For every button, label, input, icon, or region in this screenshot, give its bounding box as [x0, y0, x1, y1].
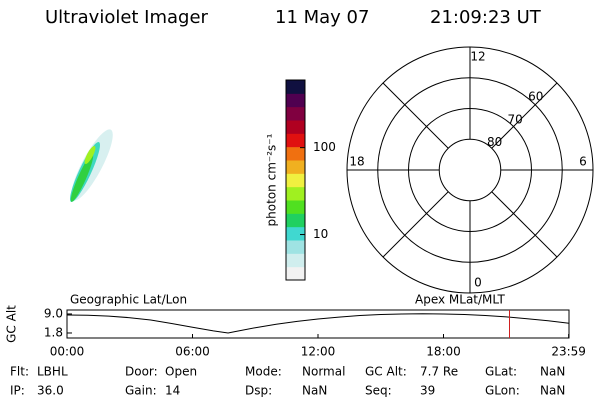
- spoke: [491, 82, 558, 149]
- colorbar-band: [286, 266, 305, 281]
- info-label: Mode:: [245, 365, 282, 379]
- colorbar-band: [286, 146, 305, 161]
- x-tick-label: 23:59: [551, 345, 586, 359]
- x-tick-label: 00:00: [50, 345, 85, 359]
- info-label: Gain:: [125, 384, 157, 398]
- mlt-label: 6: [579, 155, 587, 169]
- info-value: 36.0: [37, 384, 64, 398]
- colorbar-band: [286, 226, 305, 241]
- colorbar-tick-label: 10: [313, 227, 328, 241]
- x-tick-label: 12:00: [301, 345, 336, 359]
- date: 11 May 07: [275, 7, 369, 28]
- colorbar-band: [286, 106, 305, 121]
- lat-label: 80: [487, 135, 502, 149]
- lat-label: 70: [508, 112, 523, 126]
- info-label: Seq:: [365, 384, 392, 398]
- info-value: Normal: [302, 365, 345, 379]
- colorbar-band: [286, 133, 305, 148]
- colorbar-frame: [285, 79, 306, 281]
- colorbar-band: [286, 213, 305, 228]
- x-tick-label: 18:00: [426, 345, 461, 359]
- x-tick-label: 06:00: [175, 345, 210, 359]
- info-label: Dsp:: [245, 384, 272, 398]
- colorbar-band: [286, 120, 305, 134]
- colorbar-band: [286, 160, 305, 174]
- left-label: Geographic Lat/Lon: [70, 293, 187, 307]
- info-value: 39: [420, 384, 435, 398]
- info-value: 14: [165, 384, 180, 398]
- aurora-image: [70, 129, 113, 203]
- info-label: GC Alt:: [365, 365, 407, 379]
- time: 21:09:23 UT: [430, 7, 542, 28]
- y-tick-label: 9.0: [44, 306, 63, 320]
- colorbar-label: photon cm⁻²s⁻¹: [265, 133, 279, 226]
- info-label: Flt:: [10, 365, 29, 379]
- info-label: Door:: [125, 365, 158, 379]
- spoke: [382, 191, 449, 258]
- spoke: [491, 191, 558, 258]
- colorbar-band: [286, 200, 305, 214]
- colorbar-band: [286, 253, 305, 268]
- mlt-label: 18: [349, 155, 364, 169]
- info-label: GLat:: [485, 365, 517, 379]
- colorbar-band: [286, 93, 305, 108]
- colorbar-band: [286, 240, 305, 254]
- colorbar-tick-label: 100: [313, 140, 336, 154]
- info-value: Open: [165, 365, 197, 379]
- right-label: Apex MLat/MLT: [415, 293, 505, 307]
- info-value: NaN: [540, 384, 565, 398]
- alt-curve: [66, 313, 570, 334]
- mlt-label: 0: [474, 276, 482, 290]
- spoke: [382, 82, 449, 149]
- y-axis-label: GC Alt: [5, 305, 19, 343]
- instrument: Ultraviolet Imager: [45, 7, 209, 28]
- info-value: NaN: [302, 384, 327, 398]
- info-value: NaN: [540, 365, 565, 379]
- y-tick-label: 1.8: [44, 325, 63, 339]
- info-value: LBHL: [37, 365, 68, 379]
- info-value: 7.7 Re: [420, 365, 458, 379]
- colorbar-band: [286, 186, 305, 201]
- colorbar-band: [286, 80, 305, 94]
- lat-label: 60: [528, 89, 543, 103]
- info-label: IP:: [10, 384, 25, 398]
- info-label: GLon:: [485, 384, 520, 398]
- colorbar-band: [286, 173, 305, 188]
- mlt-label: 12: [470, 50, 485, 64]
- alt-frame: [66, 309, 570, 339]
